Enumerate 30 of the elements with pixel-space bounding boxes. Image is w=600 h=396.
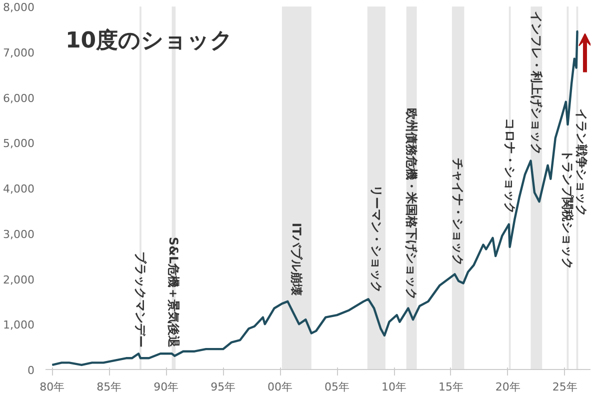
band-label: インフレ・利上げショック <box>529 10 544 155</box>
band-label: コロナ・ショック <box>502 118 517 214</box>
x-tick-label: 25年 <box>552 380 578 394</box>
y-tick-label: 7,000 <box>3 46 35 60</box>
x-tick-label: 90年 <box>154 380 179 394</box>
band-label: S&L危機＋景気後退 <box>166 236 181 349</box>
band-label: ITバブル崩壊 <box>290 222 304 296</box>
y-tick-label: 4,000 <box>3 182 35 196</box>
y-tick-label: 6,000 <box>3 92 35 105</box>
text: 10度のショック <box>66 28 234 54</box>
y-tick-label: 1,000 <box>3 318 35 332</box>
y-tick-label: 0 <box>28 364 34 377</box>
x-tick-label: 20年 <box>495 380 520 394</box>
x-tick-label: 00年 <box>268 380 293 394</box>
x-tick-label: 85年 <box>96 380 122 394</box>
y-tick-label: 8,000 <box>3 1 35 14</box>
y-tick-label: 3,000 <box>3 228 35 241</box>
x-tick-label: 95年 <box>210 380 236 394</box>
y-tick-label: 2,000 <box>3 273 35 286</box>
band-label: チャイナ・ショック <box>451 158 466 266</box>
x-tick-label: 10年 <box>382 380 407 394</box>
band-label: ブラックマンデー <box>133 252 148 348</box>
band-label: 欧州債務危機・米国格下げショック <box>404 108 419 300</box>
x-tick-label: 80年 <box>40 380 65 394</box>
x-tick-label: 05年 <box>324 380 350 394</box>
band-label: トランプ関税ショック <box>560 149 575 270</box>
x-tick-label: 15年 <box>438 380 464 394</box>
band-label: イラン戦争ショック <box>574 108 589 217</box>
band-label: リーマン・ショック <box>369 185 384 294</box>
y-tick-label: 5,000 <box>3 137 35 150</box>
